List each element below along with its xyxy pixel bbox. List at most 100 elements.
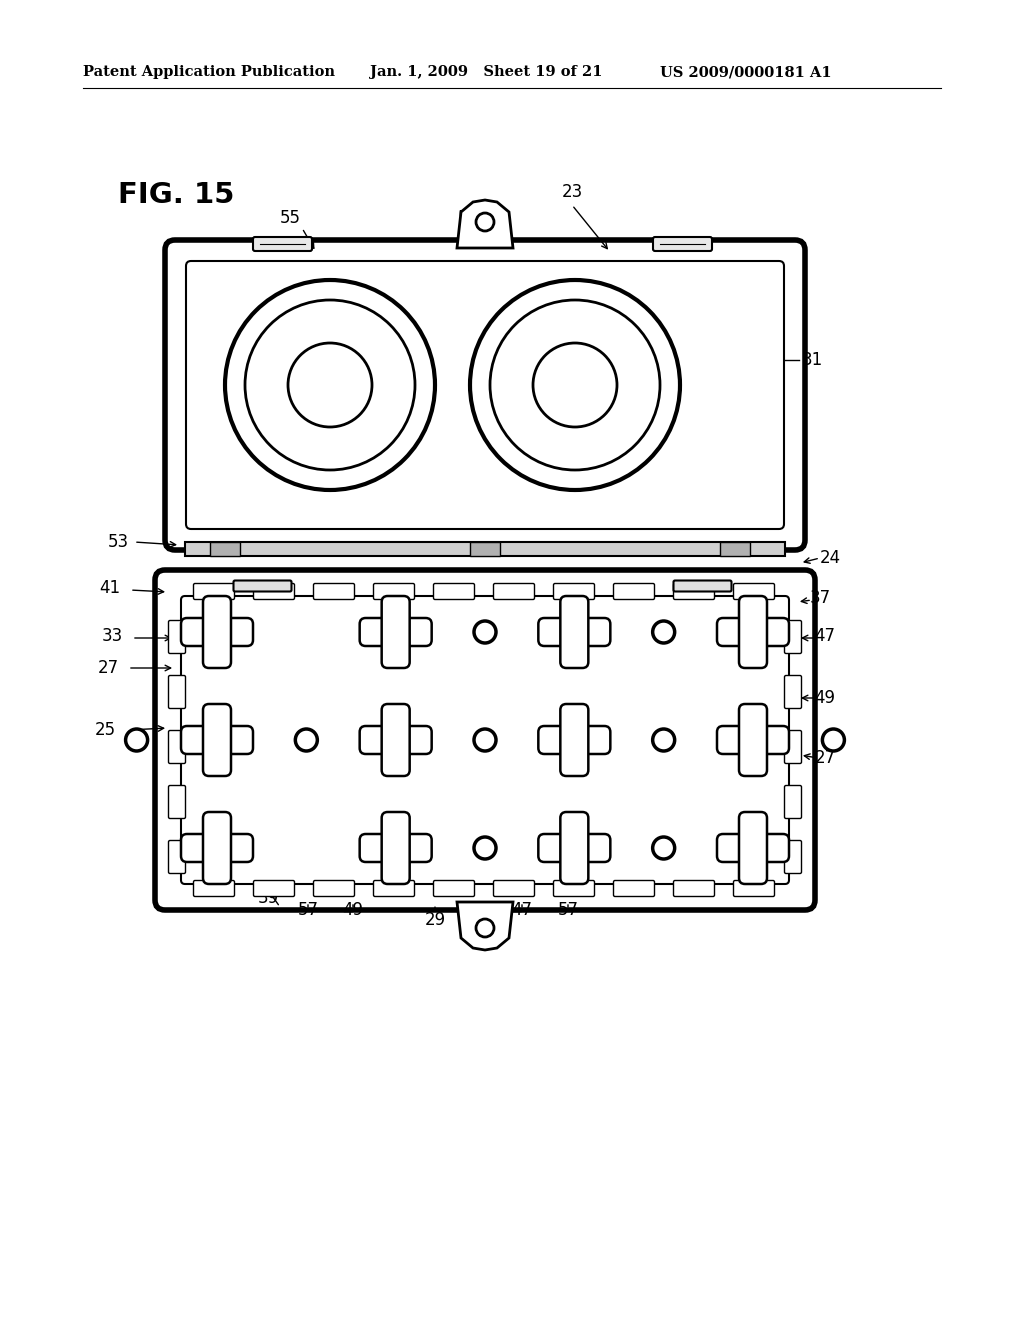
FancyBboxPatch shape <box>494 583 535 599</box>
Text: 27: 27 <box>97 659 119 677</box>
Text: 27: 27 <box>814 748 836 767</box>
Text: 55: 55 <box>280 209 300 227</box>
Text: US 2009/0000181 A1: US 2009/0000181 A1 <box>660 65 831 79</box>
FancyBboxPatch shape <box>784 676 802 709</box>
Text: 47: 47 <box>814 627 836 645</box>
FancyBboxPatch shape <box>494 880 535 896</box>
FancyBboxPatch shape <box>382 597 410 668</box>
Circle shape <box>476 213 494 231</box>
FancyBboxPatch shape <box>359 834 432 862</box>
Text: 49: 49 <box>342 902 364 919</box>
FancyBboxPatch shape <box>674 581 731 591</box>
FancyBboxPatch shape <box>653 238 712 251</box>
FancyBboxPatch shape <box>181 597 790 884</box>
FancyBboxPatch shape <box>194 880 234 896</box>
FancyBboxPatch shape <box>233 581 292 591</box>
Circle shape <box>534 343 617 426</box>
FancyBboxPatch shape <box>254 880 295 896</box>
Circle shape <box>474 837 496 859</box>
FancyBboxPatch shape <box>382 812 410 884</box>
Circle shape <box>225 280 435 490</box>
FancyBboxPatch shape <box>359 726 432 754</box>
Circle shape <box>490 300 660 470</box>
Bar <box>470 543 500 556</box>
FancyBboxPatch shape <box>169 841 185 874</box>
Circle shape <box>652 729 675 751</box>
FancyBboxPatch shape <box>181 618 253 645</box>
FancyBboxPatch shape <box>554 880 595 896</box>
Text: 25: 25 <box>94 721 116 739</box>
Circle shape <box>288 343 372 426</box>
Bar <box>210 543 240 556</box>
FancyBboxPatch shape <box>739 812 767 884</box>
FancyBboxPatch shape <box>203 812 231 884</box>
FancyBboxPatch shape <box>733 880 774 896</box>
Text: 33: 33 <box>101 627 123 645</box>
Text: Patent Application Publication: Patent Application Publication <box>83 65 335 79</box>
FancyBboxPatch shape <box>739 704 767 776</box>
Circle shape <box>474 620 496 643</box>
FancyBboxPatch shape <box>254 583 295 599</box>
FancyBboxPatch shape <box>382 704 410 776</box>
FancyBboxPatch shape <box>560 704 589 776</box>
Text: 39: 39 <box>257 888 279 907</box>
FancyBboxPatch shape <box>784 841 802 874</box>
FancyBboxPatch shape <box>203 704 231 776</box>
Text: 23: 23 <box>561 183 583 201</box>
Text: 37: 37 <box>809 589 830 607</box>
FancyBboxPatch shape <box>539 618 610 645</box>
Circle shape <box>245 300 415 470</box>
Circle shape <box>295 729 317 751</box>
FancyBboxPatch shape <box>717 834 790 862</box>
FancyBboxPatch shape <box>359 618 432 645</box>
Text: 31: 31 <box>802 351 822 370</box>
FancyBboxPatch shape <box>717 618 790 645</box>
Text: 57: 57 <box>298 902 318 919</box>
FancyBboxPatch shape <box>739 597 767 668</box>
Text: 24: 24 <box>819 549 841 568</box>
FancyBboxPatch shape <box>674 583 715 599</box>
FancyBboxPatch shape <box>560 812 589 884</box>
FancyBboxPatch shape <box>554 583 595 599</box>
Text: 53: 53 <box>108 533 129 550</box>
FancyBboxPatch shape <box>613 583 654 599</box>
FancyBboxPatch shape <box>169 676 185 709</box>
Text: FIG. 15: FIG. 15 <box>118 181 234 209</box>
Circle shape <box>126 729 147 751</box>
FancyBboxPatch shape <box>169 730 185 763</box>
FancyBboxPatch shape <box>784 730 802 763</box>
FancyBboxPatch shape <box>374 583 415 599</box>
FancyBboxPatch shape <box>165 240 805 550</box>
Polygon shape <box>457 902 513 950</box>
Text: 55: 55 <box>458 209 478 227</box>
FancyBboxPatch shape <box>674 880 715 896</box>
FancyBboxPatch shape <box>169 785 185 818</box>
FancyBboxPatch shape <box>155 570 815 909</box>
FancyBboxPatch shape <box>181 726 253 754</box>
FancyBboxPatch shape <box>433 880 474 896</box>
FancyBboxPatch shape <box>186 261 784 529</box>
Circle shape <box>476 919 494 937</box>
FancyBboxPatch shape <box>313 880 354 896</box>
FancyBboxPatch shape <box>613 880 654 896</box>
FancyBboxPatch shape <box>181 834 253 862</box>
FancyBboxPatch shape <box>194 583 234 599</box>
Text: 47: 47 <box>512 902 532 919</box>
FancyBboxPatch shape <box>560 597 589 668</box>
FancyBboxPatch shape <box>539 726 610 754</box>
Polygon shape <box>457 201 513 248</box>
FancyBboxPatch shape <box>374 880 415 896</box>
Bar <box>720 543 750 556</box>
Text: 57: 57 <box>557 902 579 919</box>
FancyBboxPatch shape <box>433 583 474 599</box>
Circle shape <box>652 620 675 643</box>
FancyBboxPatch shape <box>717 726 790 754</box>
Bar <box>185 543 785 556</box>
FancyBboxPatch shape <box>203 597 231 668</box>
Text: 29: 29 <box>424 911 445 929</box>
Circle shape <box>470 280 680 490</box>
Circle shape <box>652 837 675 859</box>
FancyBboxPatch shape <box>733 583 774 599</box>
Circle shape <box>474 729 496 751</box>
FancyBboxPatch shape <box>169 620 185 653</box>
